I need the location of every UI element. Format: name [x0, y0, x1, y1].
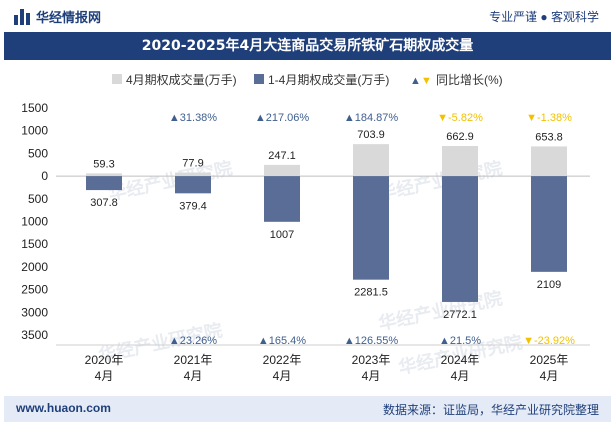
- data-label-april: 662.9: [446, 131, 474, 143]
- tagline: 专业严谨 ● 客观科学: [489, 10, 599, 24]
- x-tick-label: 2020年: [85, 353, 124, 367]
- x-tick-label: 4月: [362, 369, 381, 383]
- footer: www.huaon.com 数据来源：证监局，华经产业研究院整理: [4, 396, 611, 422]
- y-tick-label: 1000: [21, 124, 48, 138]
- chart: 华经产业研究院 华经产业研究院华经产业研究院华经产业研究院华经产业研究院4月期权成…: [21, 72, 590, 383]
- footer-website[interactable]: www.huaon.com: [16, 401, 111, 415]
- growth-ytd-label: ▲23.26%: [169, 335, 217, 347]
- bar-april: [175, 172, 211, 177]
- bar-april: [442, 146, 478, 177]
- y-tick-label: 2500: [21, 283, 48, 297]
- growth-ytd-label: ▲21.5%: [439, 335, 481, 347]
- growth-april-label: ▲31.38%: [169, 112, 217, 124]
- data-label-april: 703.9: [357, 129, 385, 141]
- data-label-april: 653.8: [535, 131, 563, 143]
- x-tick-label: 4月: [95, 369, 114, 383]
- data-label-ytd: 2281.5: [354, 287, 388, 299]
- legend-down-icon: ▼: [421, 75, 432, 87]
- watermark-text: 华经产业研究院: [106, 157, 234, 204]
- y-tick-label: 1500: [21, 101, 48, 115]
- x-tick-label: 2025年: [530, 353, 569, 367]
- x-tick-label: 2021年: [174, 353, 213, 367]
- bar-april: [531, 146, 567, 177]
- brand-logo-icon: [14, 8, 30, 25]
- bar-april: [353, 144, 389, 177]
- top-bar: 华经情报网 专业严谨 ● 客观科学: [0, 0, 615, 30]
- growth-ytd-label: ▲165.4%: [258, 335, 306, 347]
- brand[interactable]: 华经情报网: [14, 7, 101, 26]
- x-tick-label: 2023年: [352, 353, 391, 367]
- y-tick-label: 500: [28, 192, 48, 206]
- data-label-ytd: 379.4: [179, 200, 207, 212]
- x-tick-label: 4月: [273, 369, 292, 383]
- x-tick-label: 4月: [540, 369, 559, 383]
- x-tick-label: 2022年: [263, 353, 302, 367]
- data-label-april: 247.1: [268, 150, 296, 162]
- y-tick-label: 2000: [21, 260, 48, 274]
- watermark-text: 华经产业研究院: [376, 287, 504, 334]
- bar-ytd: [353, 176, 389, 280]
- footer-source: 数据来源：证监局，华经产业研究院整理: [382, 403, 599, 417]
- data-label-ytd: 1007: [270, 229, 294, 241]
- x-tick-label: 4月: [184, 369, 203, 383]
- watermark-text: 华经产业研究院: [376, 157, 504, 204]
- bar-ytd: [86, 176, 122, 191]
- legend-ytd: 1-4月期权成交量(万手): [268, 72, 389, 87]
- bar-ytd: [531, 176, 567, 272]
- legend-swatch-ytd: [254, 74, 264, 84]
- x-tick-label: 4月: [451, 369, 470, 383]
- bar-april: [264, 164, 300, 177]
- growth-ytd-label: ▼-23.92%: [523, 335, 575, 347]
- y-tick-label: 500: [28, 146, 48, 160]
- bar-ytd: [175, 176, 211, 194]
- bar-ytd: [442, 176, 478, 302]
- data-label-ytd: 307.8: [90, 197, 118, 209]
- growth-april-label: ▲217.06%: [255, 112, 310, 124]
- x-tick-label: 2024年: [441, 353, 480, 367]
- growth-april-label: ▲184.87%: [344, 112, 399, 124]
- data-label-april: 77.9: [182, 158, 203, 170]
- y-tick-label: 3500: [21, 328, 48, 342]
- legend-up-icon: ▲: [410, 75, 421, 87]
- legend-swatch-april: [112, 74, 122, 84]
- data-label-ytd: 2109: [537, 279, 561, 291]
- data-label-ytd: 2772.1: [443, 309, 477, 321]
- chart-title: 2020-2025年4月大连商品交易所铁矿石期权成交量: [141, 38, 474, 54]
- growth-april-label: ▼-1.38%: [526, 112, 572, 124]
- data-label-april: 59.3: [93, 158, 114, 170]
- y-tick-label: 0: [41, 169, 48, 183]
- brand-name: 华经情报网: [36, 10, 102, 25]
- y-tick-label: 1000: [21, 215, 48, 229]
- y-tick-label: 3000: [21, 305, 48, 319]
- y-tick-label: 1500: [21, 237, 48, 251]
- legend-april: 4月期权成交量(万手): [126, 72, 237, 87]
- growth-ytd-label: ▲126.55%: [344, 335, 399, 347]
- growth-april-label: ▼-5.82%: [437, 112, 483, 124]
- bar-april: [86, 173, 122, 177]
- bar-ytd: [264, 176, 300, 222]
- title-bar: 2020-2025年4月大连商品交易所铁矿石期权成交量: [4, 32, 611, 60]
- legend-growth: 同比增长(%): [436, 73, 503, 87]
